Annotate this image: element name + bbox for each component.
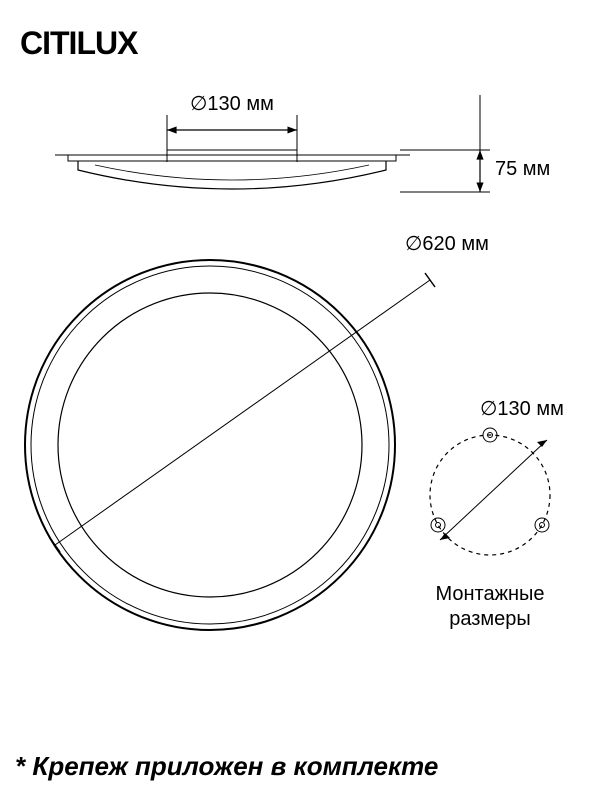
footer-note: * Крепеж приложен в комплекте (15, 751, 438, 782)
top-view: ∅620 мм (25, 233, 489, 630)
technical-drawing: ∅130 мм 75 мм ∅620 мм (0, 0, 599, 800)
outer-diameter-label: ∅620 мм (405, 233, 489, 255)
mount-title-line1: Монтажные (435, 583, 544, 605)
top-diameter-label: ∅130 мм (190, 93, 274, 115)
mount-diameter-label: ∅130 мм (480, 398, 564, 420)
mount-title-line2: размеры (449, 608, 531, 630)
mounting-diagram: ∅130 мм Монтажные размеры (430, 398, 564, 630)
height-label: 75 мм (495, 158, 550, 180)
side-profile: ∅130 мм 75 мм (55, 93, 550, 192)
